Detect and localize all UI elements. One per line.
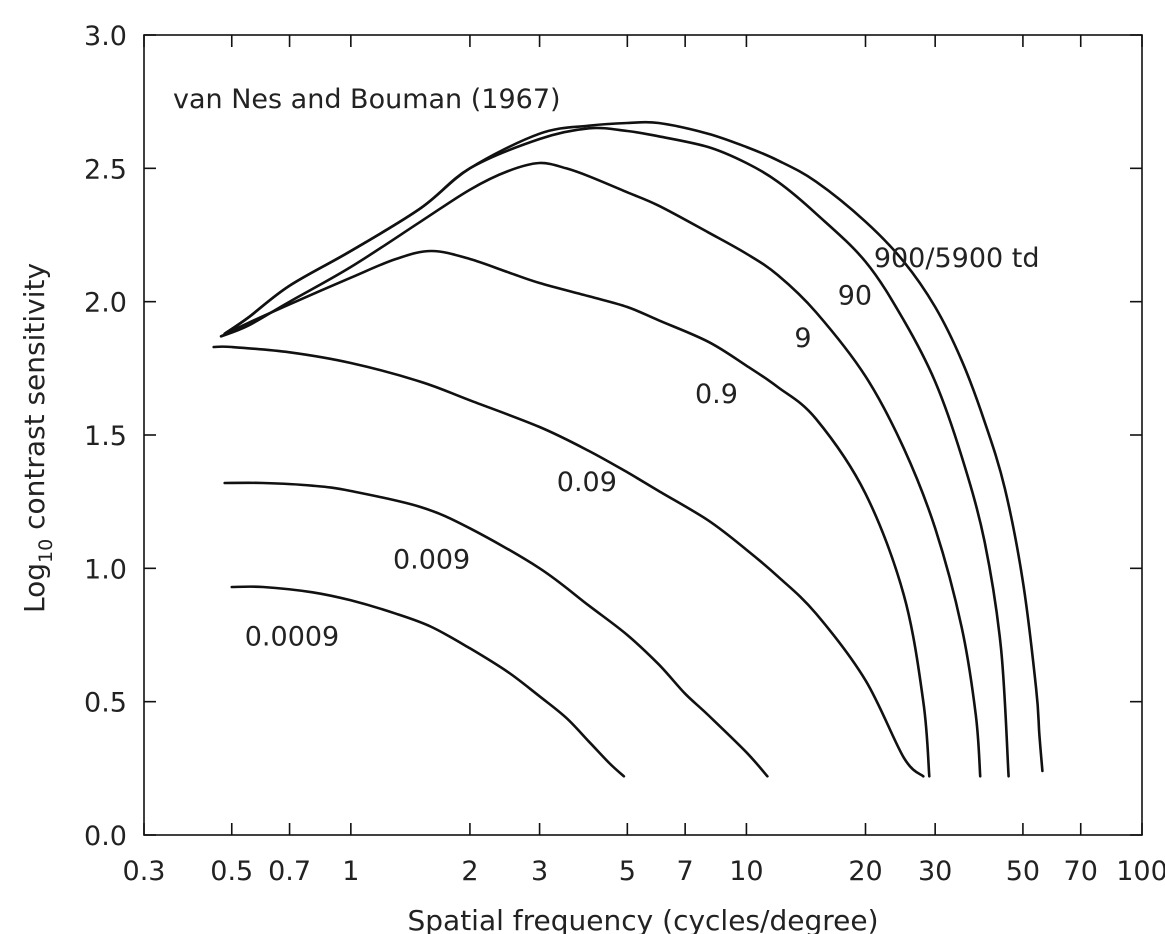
x-tick-label: 10 <box>729 856 763 887</box>
x-tick-label: 70 <box>1064 856 1098 887</box>
y-tick-label: 0.0 <box>84 821 127 852</box>
y-axis-title-rest: contrast sensitivity <box>18 263 51 539</box>
series-label-2: 9 <box>794 323 811 354</box>
series-line-1 <box>223 126 1010 778</box>
x-axis-title: Spatial frequency (cycles/degree) <box>408 904 879 934</box>
y-tick-label: 3.0 <box>84 21 127 52</box>
series-label-5: 0.009 <box>393 544 470 575</box>
x-tick-label: 3 <box>531 856 548 887</box>
y-tick-label: 1.0 <box>84 554 127 585</box>
x-tick-label: 0.7 <box>268 856 311 887</box>
series-line-2 <box>219 161 982 778</box>
series-label-3: 0.9 <box>695 379 738 410</box>
y-tick-label: 0.5 <box>84 688 127 719</box>
chart-annotation: van Nes and Bouman (1967) <box>173 84 561 115</box>
x-tick-label: 7 <box>677 856 694 887</box>
series-label-4: 0.09 <box>557 467 617 498</box>
x-tick-label: 0.3 <box>123 856 166 887</box>
x-tick-label: 100 <box>1116 856 1165 887</box>
x-tick-label: 2 <box>461 856 478 887</box>
tick-labels: 0.3 0.5 0.7 1 2 3 5 7 10 20 30 50 70 100 0.0 0.5 1.0 1.5 2… <box>84 21 1165 887</box>
data-curves <box>212 120 1044 778</box>
x-tick-label: 30 <box>918 856 952 887</box>
series-line-5 <box>223 481 769 778</box>
y-axis-title-subscript: 10 <box>35 539 57 563</box>
x-tick-label: 0.5 <box>210 856 253 887</box>
series-line-6 <box>230 585 626 778</box>
x-tick-label: 20 <box>848 856 882 887</box>
axis-ticks <box>143 34 1143 836</box>
series-line-4 <box>212 345 925 778</box>
y-axis-title-main: Log <box>18 563 51 613</box>
series-label-0: 900/5900 td <box>874 243 1040 274</box>
series-label-1: 90 <box>838 280 872 311</box>
series-line-3 <box>219 249 931 778</box>
y-tick-label: 2.5 <box>84 154 127 185</box>
x-tick-label: 50 <box>1006 856 1040 887</box>
x-tick-label: 1 <box>342 856 359 887</box>
y-tick-label: 2.0 <box>84 288 127 319</box>
y-tick-label: 1.5 <box>84 421 127 452</box>
x-tick-label: 5 <box>619 856 636 887</box>
series-label-6: 0.0009 <box>245 622 339 653</box>
plot-frame <box>143 34 1143 836</box>
y-axis-title: Log10 contrast sensitivity <box>18 263 57 613</box>
